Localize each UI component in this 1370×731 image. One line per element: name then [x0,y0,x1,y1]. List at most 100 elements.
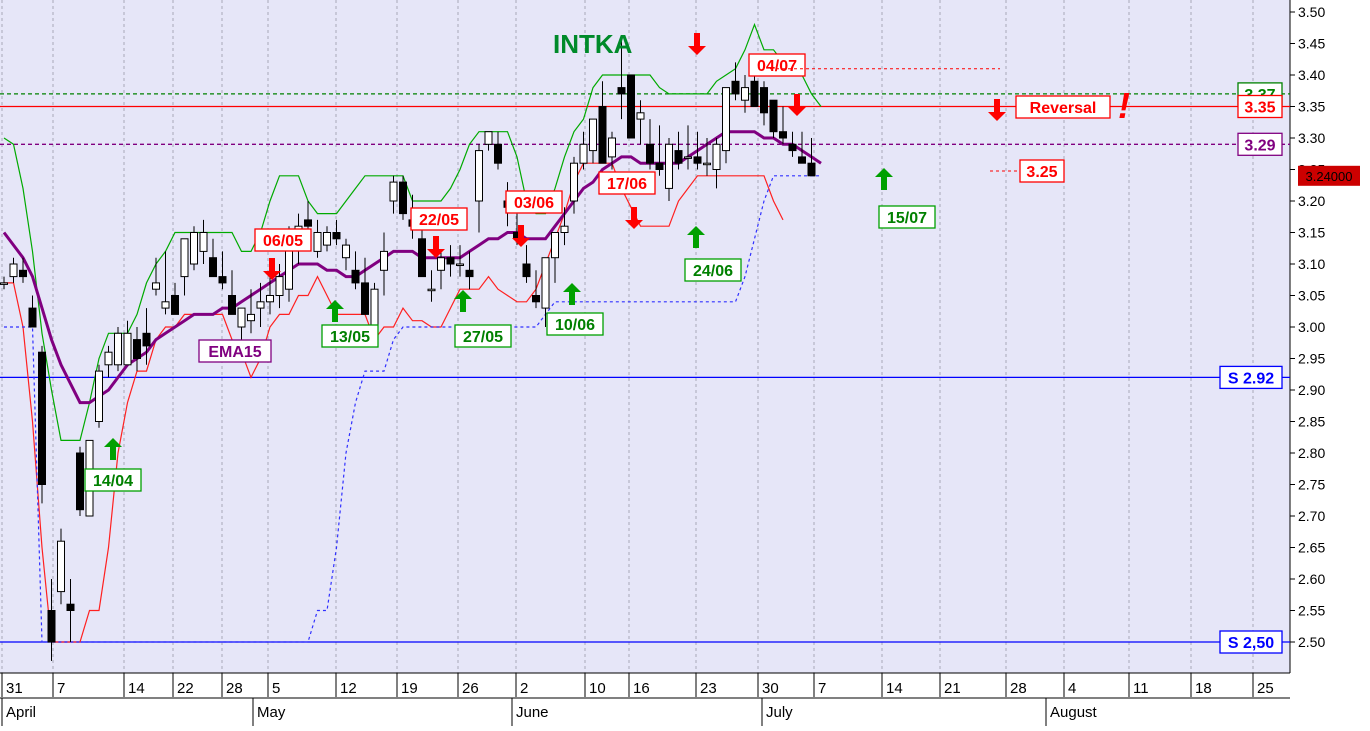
buy-arrow-icon [104,438,122,460]
candle-body [437,257,445,271]
candle-body [655,162,664,170]
buy-arrow-icon [687,226,705,248]
candle-body [114,332,122,366]
date-axis-background [0,673,1370,726]
month-label: April [6,704,36,721]
y-tick-label: 3.05 [1298,288,1325,304]
buy-signal-label: 15/07 [887,210,927,227]
candle-body [456,263,464,266]
candle-body [171,295,179,315]
x-tick-label: 5 [272,680,280,697]
candle-body [617,87,626,95]
x-tick-label: 28 [1010,680,1027,697]
candle-body [0,282,8,285]
candle-body [161,301,170,309]
x-tick-label: 14 [886,680,903,697]
candle-body [76,452,84,511]
x-tick-label: 7 [57,680,65,697]
x-tick-label: 25 [1257,680,1274,697]
candle-body [636,112,645,120]
sell-arrow-icon [625,207,643,229]
x-tick-label: 16 [633,680,650,697]
candle-body [247,313,255,322]
candle-body [750,80,759,108]
ema-label: EMA15 [208,344,261,361]
chart-title: INTKA [553,29,633,59]
candle-body [190,232,198,265]
level-box [1219,365,1283,390]
candle-body [361,282,369,315]
y-tick-label: 2.60 [1298,571,1325,587]
month-label: May [257,704,286,721]
candle-body [807,162,816,177]
candle-body [779,131,787,139]
candle-body [218,276,227,284]
candle-body [256,301,265,309]
candle-body [342,244,350,259]
candle-body [484,131,493,145]
buy-arrow-icon [875,168,893,190]
candle-body [674,150,683,164]
stop-line [4,175,821,643]
candle-body [209,257,217,278]
x-tick-label: 11 [1133,680,1149,697]
sell-signal-box [598,171,656,195]
candle-body [475,150,483,202]
sell-signal-label: 03/06 [514,195,554,212]
buy-signal-label: 24/06 [693,263,733,280]
candle-body [418,238,426,278]
buy-signal-box [878,205,936,229]
candle-body [703,162,711,166]
candle-body [522,263,531,278]
candle-body [399,181,407,215]
candle-body [142,332,151,347]
y-tick-label: 3.30 [1298,130,1325,146]
buy-signal-label: 27/05 [463,329,503,346]
candle-body [427,288,436,292]
month-label: July [766,704,793,721]
candle-body [47,610,56,643]
sell-signal-box [505,190,563,214]
candle-body [332,232,341,240]
buy-signal-box [321,324,379,348]
x-tick-label: 31 [6,680,23,697]
candle-body [627,74,635,139]
candle-body [66,603,75,612]
candle-body [19,269,27,278]
y-tick-label: 2.70 [1298,508,1325,524]
candle-body [389,181,398,202]
buy-arrow-icon [326,300,344,322]
x-tick-label: 12 [340,680,357,697]
candle-body [104,351,113,366]
candle-body [722,87,730,152]
candle-body [712,143,721,171]
x-tick-label: 19 [401,680,418,697]
candle-body [370,288,379,328]
y-tick-label: 3.40 [1298,67,1325,83]
candle-body [579,143,588,164]
last-price-box [1298,165,1360,186]
buy-signal-box [454,324,512,348]
buy-signal-label: 10/06 [555,317,595,334]
buy-signal-box [546,312,604,336]
x-tick-label: 30 [762,680,779,697]
level-label: 3.35 [1244,100,1275,117]
sell-arrow-icon [427,236,445,258]
candle-body [570,162,578,202]
candle-body [123,332,132,366]
x-tick-label: 28 [226,680,243,697]
x-tick-label: 10 [589,680,606,697]
candle-body [769,99,778,133]
y-tick-label: 2.55 [1298,603,1325,619]
sell-signal-label: 06/05 [263,233,303,250]
y-tick-label: 2.90 [1298,382,1325,398]
x-tick-label: 14 [128,680,145,697]
candle-body [351,269,360,284]
candle-body [560,225,569,233]
y-tick-label: 2.85 [1298,414,1325,430]
candle-body [180,238,189,278]
candle-body [541,257,550,309]
buy-signal-box [84,468,142,492]
candle-body [760,87,768,114]
y-tick-label: 2.80 [1298,445,1325,461]
